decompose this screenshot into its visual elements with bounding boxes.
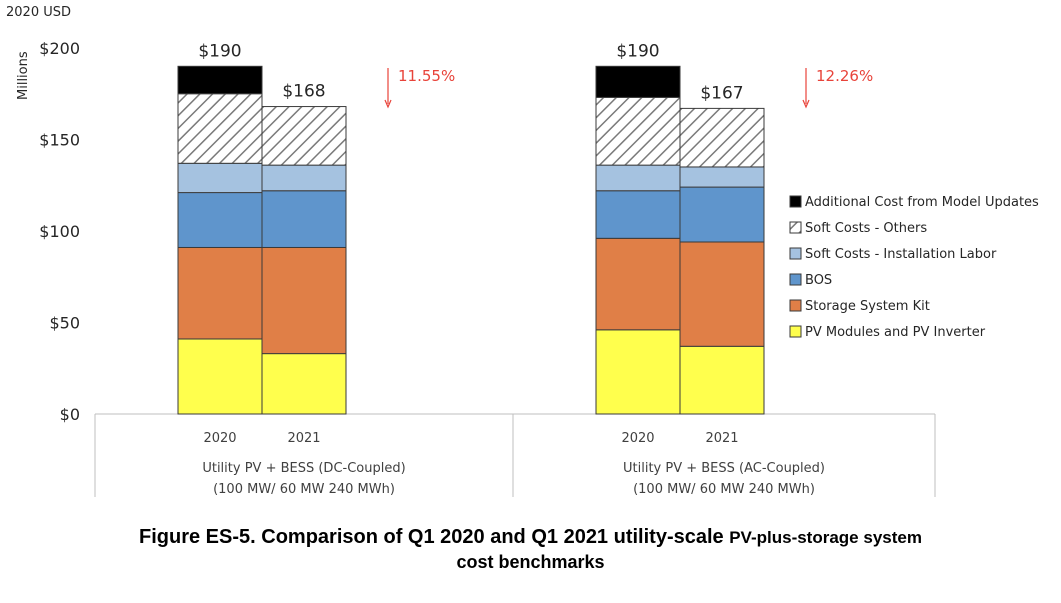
group-sublabel: (100 MW/ 60 MW 240 MWh) [213, 482, 395, 497]
y-axis-label: Millions [16, 51, 31, 100]
bar-total-label: $168 [282, 82, 325, 102]
group-label: Utility PV + BESS (AC-Coupled) [623, 461, 825, 476]
percent-change-label: 11.55% [398, 67, 455, 85]
bar-segment-soft-costs-installation-labor [596, 165, 680, 191]
caption-line1a: Figure ES-5. Comparison of Q1 2020 and Q… [139, 526, 724, 548]
y-tick-label: $200 [39, 39, 80, 58]
legend-swatch [790, 274, 801, 285]
bar-segment-pv-modules-and-pv-inverter [680, 346, 764, 414]
legend-swatch [790, 222, 801, 233]
percent-change-label: 12.26% [816, 67, 873, 85]
bar-segment-bos [262, 191, 346, 248]
bar-segment-storage-system-kit [680, 242, 764, 346]
bar-segment-soft-costs-others [262, 107, 346, 166]
legend-label: Storage System Kit [805, 299, 930, 314]
legend-label: BOS [805, 273, 832, 288]
bar-segment-storage-system-kit [178, 247, 262, 339]
bar-segment-soft-costs-installation-labor [178, 163, 262, 192]
bar-segment-storage-system-kit [596, 238, 680, 330]
x-year-label: 2020 [621, 431, 654, 446]
legend-label: PV Modules and PV Inverter [805, 325, 986, 340]
bar-segment-bos [680, 187, 764, 242]
bar-segment-pv-modules-and-pv-inverter [262, 354, 346, 414]
figure-caption: Figure ES-5. Comparison of Q1 2020 and Q… [0, 525, 1061, 574]
legend-label: Additional Cost from Model Updates [805, 195, 1039, 210]
bar-segment-soft-costs-installation-labor [680, 167, 764, 187]
legend-label: Soft Costs - Others [805, 221, 927, 236]
legend-swatch [790, 326, 801, 337]
legend-swatch [790, 300, 801, 311]
bar-segment-pv-modules-and-pv-inverter [178, 339, 262, 414]
bar-segment-soft-costs-installation-labor [262, 165, 346, 191]
bar-segment-soft-costs-others [178, 94, 262, 164]
bar-segment-additional-cost-from-model-updates [178, 66, 262, 93]
group-label: Utility PV + BESS (DC-Coupled) [202, 461, 405, 476]
x-year-label: 2021 [287, 431, 320, 446]
bar-total-label: $167 [700, 83, 743, 103]
bar-segment-bos [178, 193, 262, 248]
legend-label: Soft Costs - Installation Labor [805, 247, 997, 262]
bar-segment-storage-system-kit [262, 247, 346, 353]
bar-segment-pv-modules-and-pv-inverter [596, 330, 680, 414]
y-tick-label: $50 [49, 314, 80, 333]
bar-total-label: $190 [198, 41, 241, 61]
stacked-bar-chart: 2020 USD Millions $0 $50 $100 $150 $200 $190… [0, 0, 1061, 520]
unit-label: 2020 USD [6, 5, 71, 20]
bar-segment-bos [596, 191, 680, 239]
bar-segment-additional-cost-from-model-updates [596, 66, 680, 97]
legend-swatch [790, 196, 801, 207]
y-tick-label: $150 [39, 131, 80, 150]
bar-segment-soft-costs-others [596, 97, 680, 165]
caption-line2: cost benchmarks [0, 550, 1061, 574]
group-sublabel: (100 MW/ 60 MW 240 MWh) [633, 482, 815, 497]
legend-swatch [790, 248, 801, 259]
y-tick-label: $0 [60, 405, 80, 424]
caption-line1b: PV-plus-storage system [729, 528, 922, 547]
x-year-label: 2021 [705, 431, 738, 446]
bar-segment-soft-costs-others [680, 108, 764, 167]
x-year-label: 2020 [203, 431, 236, 446]
y-tick-label: $100 [39, 222, 80, 241]
bar-total-label: $190 [616, 41, 659, 61]
